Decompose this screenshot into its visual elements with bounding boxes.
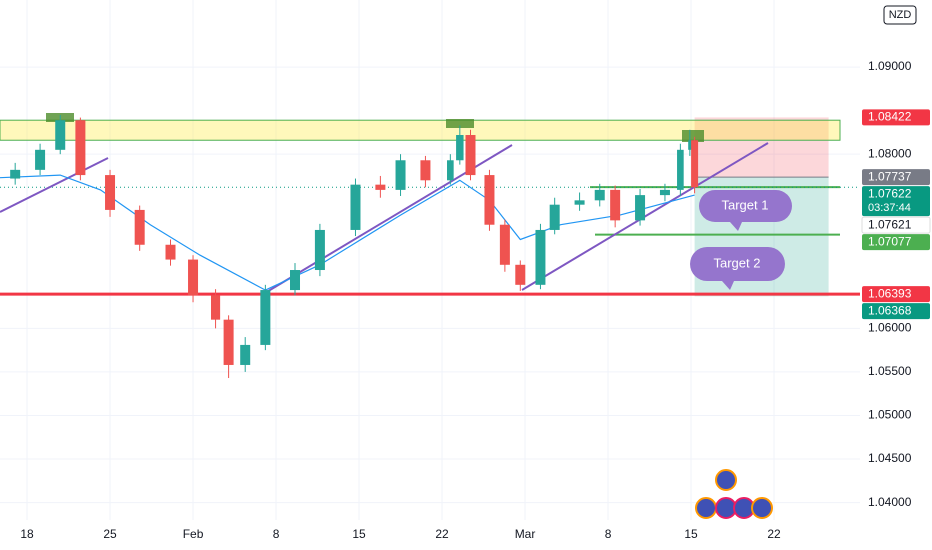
axis-layer: 1.04000 1.04500 1.05000 1.05500 1.06000 1.080… bbox=[20, 59, 931, 541]
candle-body bbox=[688, 140, 692, 150]
candle-body bbox=[260, 290, 271, 345]
price-label-text: 1.07621 bbox=[868, 217, 912, 231]
candle-body bbox=[350, 184, 361, 230]
y-tick-label: 1.08000 bbox=[868, 146, 912, 160]
candle-body bbox=[210, 295, 221, 320]
resistance-zone bbox=[0, 119, 841, 141]
peak-marker bbox=[446, 119, 474, 128]
candle-body bbox=[535, 229, 546, 285]
y-tick-label: 1.09000 bbox=[868, 59, 912, 73]
candle-body bbox=[75, 120, 86, 176]
x-tick-label: 8 bbox=[273, 527, 280, 541]
marks-layer bbox=[0, 114, 699, 379]
countdown: 03:37:44 bbox=[868, 202, 911, 214]
candle-body bbox=[465, 135, 476, 176]
candle-body bbox=[484, 175, 495, 225]
candle-body bbox=[515, 264, 526, 285]
candle-body bbox=[635, 195, 646, 221]
price-label-text: 1.07622 bbox=[868, 186, 912, 200]
candle-body bbox=[188, 259, 199, 296]
candle-body bbox=[395, 160, 406, 190]
candle-body bbox=[55, 120, 66, 150]
x-tick-label: 15 bbox=[352, 527, 366, 541]
y-tick-label: 1.04000 bbox=[868, 495, 912, 509]
x-tick-label: 18 bbox=[20, 527, 34, 541]
candle-body bbox=[677, 149, 684, 190]
candle-body bbox=[165, 244, 176, 260]
candle-body bbox=[314, 229, 325, 271]
price-axis bbox=[860, 0, 932, 550]
candle-body bbox=[456, 135, 464, 161]
candle-body bbox=[375, 184, 386, 190]
candle-body bbox=[549, 204, 560, 230]
target-label: Target 2 bbox=[714, 255, 761, 270]
x-tick-label: Feb bbox=[183, 527, 204, 541]
candle-body bbox=[240, 344, 251, 365]
candle-body bbox=[35, 149, 46, 170]
y-tick-label: 1.05000 bbox=[868, 408, 912, 422]
candle-body bbox=[420, 160, 431, 181]
price-label bbox=[861, 216, 931, 234]
price-label-text: 1.06393 bbox=[868, 286, 912, 300]
price-label-text: 1.07077 bbox=[868, 234, 912, 248]
trend-line bbox=[0, 157, 109, 213]
candle-body bbox=[610, 189, 621, 221]
target-bubble: Target 1 bbox=[699, 190, 792, 231]
candle-body bbox=[223, 319, 234, 365]
price-label-text: 1.06368 bbox=[868, 303, 912, 317]
candle-body bbox=[574, 200, 585, 205]
price-label-text: 1.08422 bbox=[868, 110, 912, 124]
x-tick-label: 25 bbox=[103, 527, 117, 541]
y-tick-label: 1.04500 bbox=[868, 451, 912, 465]
price-label bbox=[862, 303, 930, 320]
currency-badge[interactable] bbox=[883, 5, 917, 25]
target-bubble: Target 2 bbox=[690, 247, 785, 290]
price-label-text: 1.07737 bbox=[868, 169, 912, 183]
candle-body bbox=[105, 175, 116, 210]
price-label bbox=[862, 234, 930, 251]
price-label bbox=[862, 109, 930, 126]
x-tick-label: Mar bbox=[515, 527, 536, 541]
x-tick-label: 15 bbox=[684, 527, 698, 541]
candle-body bbox=[594, 189, 605, 201]
candle-body bbox=[499, 224, 510, 265]
y-tick-label: 1.06000 bbox=[868, 321, 912, 335]
peak-marker bbox=[682, 130, 704, 142]
price-label bbox=[862, 186, 930, 217]
event-icons bbox=[695, 469, 773, 519]
price-label bbox=[862, 286, 930, 303]
moving-average bbox=[0, 174, 695, 291]
x-tick-label: 22 bbox=[435, 527, 449, 541]
candle-body bbox=[447, 160, 454, 181]
y-tick-label: 1.05500 bbox=[868, 364, 912, 378]
candle-body bbox=[134, 209, 145, 245]
candle-body bbox=[290, 270, 301, 291]
candle-body bbox=[659, 189, 670, 196]
x-tick-label: 8 bbox=[605, 527, 612, 541]
x-tick-label: 22 bbox=[767, 527, 781, 541]
currency: NZD bbox=[889, 9, 912, 21]
candle-body bbox=[10, 169, 21, 179]
candle-body bbox=[691, 140, 699, 188]
target-label: Target 1 bbox=[722, 197, 769, 212]
price-label bbox=[862, 169, 930, 186]
